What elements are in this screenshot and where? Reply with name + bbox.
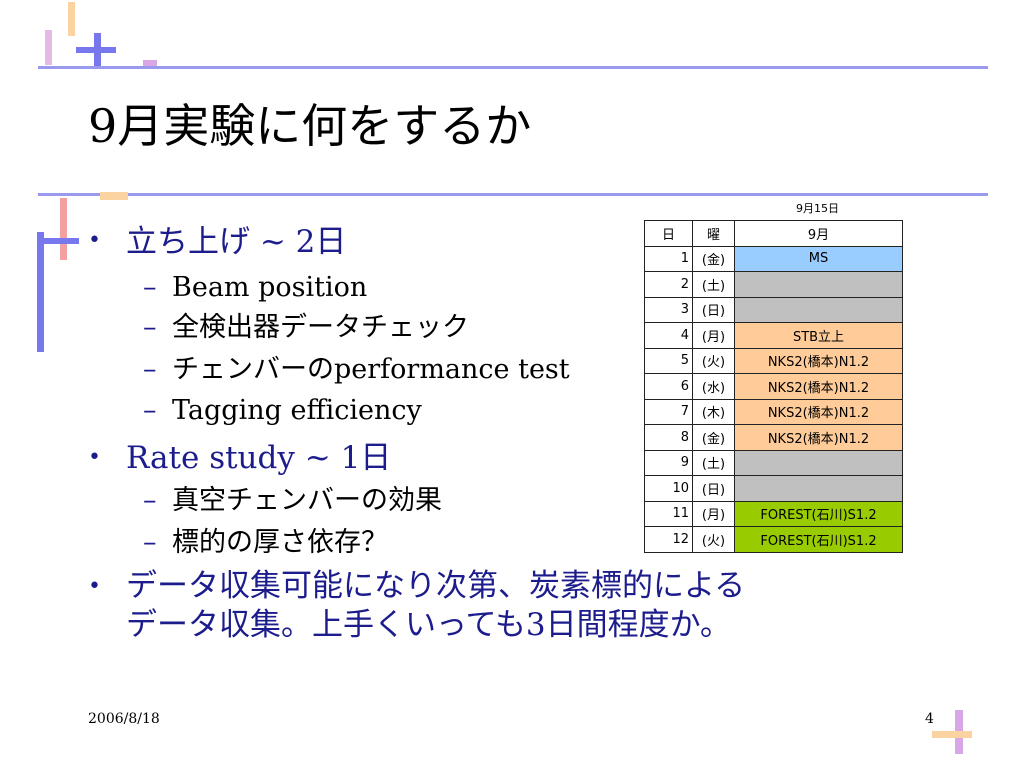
cell-dow: (木) (692, 398, 735, 425)
table-row: 7 (木) NKS2(橋本)N1.2 (644, 398, 903, 425)
cell-dow: (金) (692, 245, 735, 272)
page-number: 4 (925, 711, 934, 727)
cell-event: FOREST(石川)S1.2 (734, 500, 903, 527)
header-day: 日 (644, 220, 693, 247)
decoration-mid-blue-v (37, 232, 44, 352)
cell-dow: (日) (692, 296, 735, 323)
cell-event: MS (734, 245, 903, 272)
table-row: 11 (月) FOREST(石川)S1.2 (644, 500, 903, 527)
footer-date: 2006/8/18 (88, 711, 160, 727)
bullet-startup: 立ち上げ ~ 2日 (126, 224, 347, 260)
cell-day: 7 (644, 398, 693, 425)
schedule-table: 日 曜 9月 1 (金) MS 2 (土) 3 (日) 4 (月) STB立上 5 (火) NKS2(橋… (644, 220, 903, 553)
schedule-table-image: 9月15日 日 曜 9月 1 (金) MS 2 (土) 3 (日) 4 (月) STB立上 5 (火)… (641, 200, 903, 554)
table-row: 3 (日) (644, 296, 903, 323)
title-rule-bottom (38, 193, 988, 196)
decoration-top-orange (68, 2, 75, 36)
cell-day: 8 (644, 424, 693, 451)
cell-day: 4 (644, 322, 693, 349)
cell-event: NKS2(橋本)N1.2 (734, 373, 903, 400)
cell-dow: (土) (692, 271, 735, 298)
cell-day: 12 (644, 526, 693, 553)
table-row: 8 (金) NKS2(橋本)N1.2 (644, 424, 903, 451)
decoration-top-purple (143, 60, 157, 66)
dash-glyph: – (143, 485, 157, 516)
cell-dow: (月) (692, 500, 735, 527)
header-event: 9月 (734, 220, 903, 247)
dash-glyph: – (143, 272, 157, 303)
bullet-rate-study: Rate study ~ 1日 (126, 440, 392, 476)
cell-event (734, 475, 903, 502)
bullet-data-taking-line2: データ収集。上手くいっても3日間程度か。 (126, 607, 732, 643)
cell-dow: (土) (692, 449, 735, 476)
decoration-mid-blue-h (37, 238, 79, 244)
cell-day: 11 (644, 500, 693, 527)
sub-detector-check: 全検出器データチェック (172, 312, 469, 343)
sub-vacuum-chamber: 真空チェンバーの効果 (172, 485, 442, 516)
table-row: 4 (月) STB立上 (644, 322, 903, 349)
bullet-glyph: • (88, 574, 101, 599)
decoration-bottom-orange-h (932, 731, 972, 738)
cell-dow: (日) (692, 475, 735, 502)
table-row: 6 (水) NKS2(橋本)N1.2 (644, 373, 903, 400)
cell-event (734, 271, 903, 298)
cell-event: NKS2(橋本)N1.2 (734, 424, 903, 451)
cell-day: 3 (644, 296, 693, 323)
schedule-caption: 9月15日 (796, 202, 839, 215)
cell-day: 9 (644, 449, 693, 476)
cell-event (734, 296, 903, 323)
cell-event: STB立上 (734, 322, 903, 349)
dash-glyph: – (143, 395, 157, 426)
sub-tagging-efficiency: Tagging efficiency (172, 395, 422, 426)
table-row: 12 (火) FOREST(石川)S1.2 (644, 526, 903, 553)
sub-chamber-performance: チェンバーのperformance test (172, 354, 570, 385)
title-rule-top (38, 66, 988, 69)
dash-glyph: – (143, 527, 157, 558)
decoration-mid-orange (100, 192, 128, 200)
bullet-glyph: • (88, 228, 101, 253)
cell-day: 5 (644, 347, 693, 374)
cell-dow: (金) (692, 424, 735, 451)
cell-event: NKS2(橋本)N1.2 (734, 398, 903, 425)
bullet-glyph: • (88, 445, 101, 470)
cell-event (734, 449, 903, 476)
header-dow: 曜 (692, 220, 735, 247)
cell-dow: (火) (692, 347, 735, 374)
cell-dow: (月) (692, 322, 735, 349)
table-row: 5 (火) NKS2(橋本)N1.2 (644, 347, 903, 374)
decoration-top-pink (45, 30, 52, 65)
table-row: 10 (日) (644, 475, 903, 502)
table-header-row: 日 曜 9月 (644, 220, 903, 247)
sub-beam-position: Beam position (172, 272, 368, 303)
dash-glyph: – (143, 354, 157, 385)
dash-glyph: – (143, 312, 157, 343)
sub-target-thickness: 標的の厚さ依存？ (172, 527, 388, 558)
cell-day: 10 (644, 475, 693, 502)
decoration-top-blue-h (76, 47, 116, 53)
table-row: 2 (土) (644, 271, 903, 298)
cell-day: 1 (644, 245, 693, 272)
table-row: 9 (土) (644, 449, 903, 476)
page-title: 9月実験に何をするか (88, 99, 532, 153)
cell-dow: (水) (692, 373, 735, 400)
decoration-mid-pink (60, 198, 67, 260)
cell-day: 2 (644, 271, 693, 298)
bullet-data-taking-line1: データ収集可能になり次第、炭素標的による (126, 568, 746, 604)
cell-day: 6 (644, 373, 693, 400)
table-row: 1 (金) MS (644, 245, 903, 272)
cell-event: FOREST(石川)S1.2 (734, 526, 903, 553)
cell-event: NKS2(橋本)N1.2 (734, 347, 903, 374)
cell-dow: (火) (692, 526, 735, 553)
